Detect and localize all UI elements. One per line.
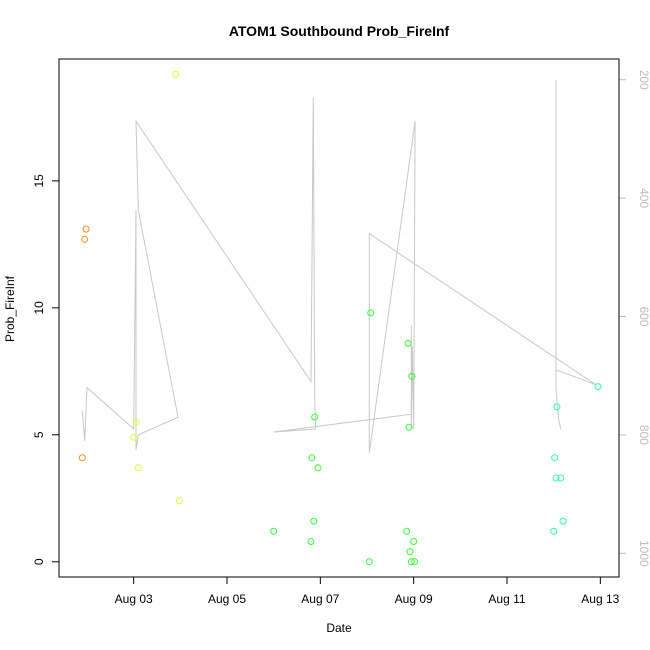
y-tick-label-0: 0 bbox=[32, 558, 46, 565]
data-point-12 bbox=[311, 413, 319, 421]
data-point-4 bbox=[132, 418, 140, 426]
data-point-6 bbox=[172, 70, 180, 78]
data-point-0 bbox=[78, 454, 86, 462]
x-tick-label-1: Aug 05 bbox=[208, 592, 246, 606]
data-point-7 bbox=[175, 497, 183, 505]
data-point-14 bbox=[365, 558, 373, 566]
data-point-20 bbox=[407, 558, 415, 566]
chart-title: ATOM1 Southbound Prob_FireInf bbox=[229, 23, 450, 39]
x-axis: Aug 03 Aug 05 Aug 07 Aug 09 Aug 11 Aug 13 bbox=[115, 576, 620, 606]
data-point-25 bbox=[551, 454, 559, 462]
y-axis-label: Prob_FireInf bbox=[3, 275, 17, 342]
data-point-15 bbox=[367, 309, 375, 317]
x-tick-label-4: Aug 11 bbox=[488, 592, 525, 606]
data-point-17 bbox=[404, 339, 412, 347]
secondary-y-axis: 200 400 600 800 1000 bbox=[618, 70, 650, 567]
data-point-29 bbox=[559, 517, 567, 525]
x-tick-label-2: Aug 07 bbox=[301, 592, 339, 606]
x-axis-label: Date bbox=[326, 621, 352, 635]
data-point-30 bbox=[594, 383, 602, 391]
data-point-2 bbox=[82, 225, 90, 233]
data-point-9 bbox=[307, 538, 315, 545]
data-point-11 bbox=[310, 517, 318, 525]
data-point-26 bbox=[552, 474, 560, 482]
y-tick-label-2: 10 bbox=[32, 301, 46, 315]
y2-tick-label-1: 400 bbox=[637, 188, 650, 208]
data-point-23 bbox=[411, 558, 419, 566]
y-tick-label-1: 5 bbox=[32, 431, 46, 438]
data-point-27 bbox=[553, 403, 561, 411]
data-point-28 bbox=[557, 474, 565, 482]
data-point-5 bbox=[134, 464, 142, 472]
y2-tick-label-2: 600 bbox=[637, 307, 650, 327]
data-point-18 bbox=[405, 423, 413, 431]
series-line bbox=[81, 79, 596, 453]
y-axis: 0 5 10 15 bbox=[32, 174, 60, 565]
data-point-1 bbox=[81, 235, 89, 243]
plot-frame bbox=[58, 58, 620, 578]
y2-tick-label-3: 800 bbox=[637, 425, 650, 445]
data-point-8 bbox=[270, 527, 278, 535]
x-tick-label-0: Aug 03 bbox=[115, 592, 153, 606]
data-point-21 bbox=[408, 372, 416, 380]
series-line-layer bbox=[81, 79, 596, 453]
data-point-24 bbox=[550, 527, 558, 535]
x-tick-label-5: Aug 13 bbox=[581, 592, 619, 606]
data-point-22 bbox=[410, 538, 418, 545]
data-point-19 bbox=[406, 548, 414, 556]
data-point-13 bbox=[314, 464, 322, 472]
data-points-layer bbox=[78, 70, 602, 566]
data-point-3 bbox=[130, 433, 138, 441]
x-tick-label-3: Aug 09 bbox=[395, 592, 433, 606]
y-tick-label-3: 15 bbox=[32, 174, 46, 188]
data-point-16 bbox=[403, 527, 411, 535]
data-point-10 bbox=[308, 454, 316, 462]
y2-tick-label-0: 200 bbox=[637, 70, 650, 90]
y2-tick-label-4: 1000 bbox=[637, 540, 650, 567]
